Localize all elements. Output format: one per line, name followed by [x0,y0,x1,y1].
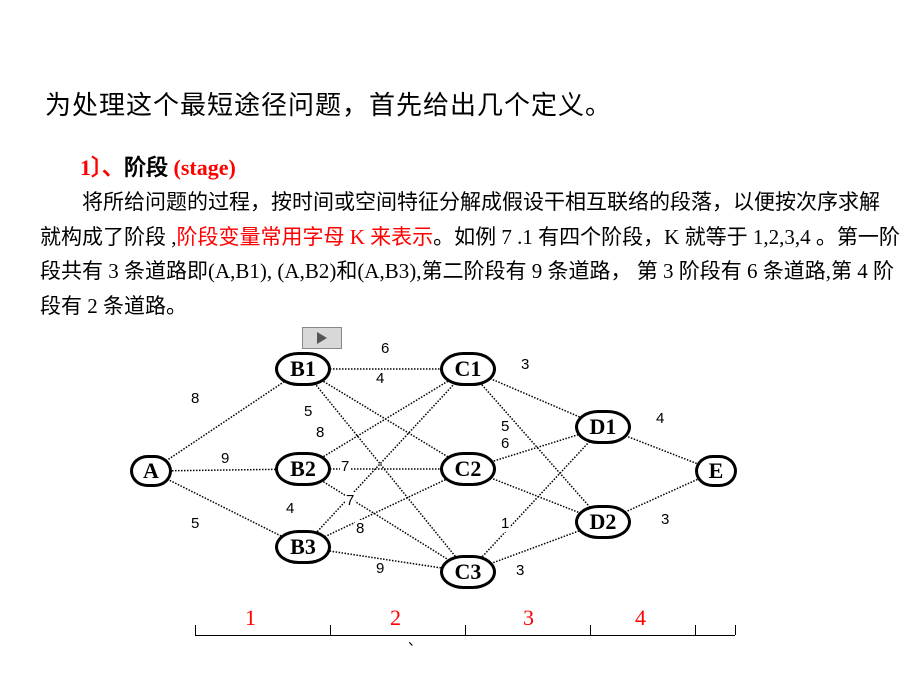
node-B1: B1 [275,352,331,386]
axis-line [590,635,695,636]
edge-weight: 9 [220,450,230,467]
node-C2: C2 [440,452,496,486]
axis-tick [590,625,591,635]
edge-weight: 5 [190,515,200,532]
node-D1: D1 [575,410,631,444]
body-red2: 来表示 [370,225,433,249]
edge-weight: 4 [655,410,665,427]
axis-line [695,635,735,636]
edge-weight: 3 [520,356,530,373]
edge-weight: 4 [375,370,385,387]
edge-weight: 4 [285,500,295,517]
edge-weight: 9 [375,560,385,577]
body-paragraph: 将所给问题的过程，按时间或空间特征分解成假设干相互联络的段落，以便按次序求解就构… [40,185,900,324]
axis-tick [330,625,331,635]
network-graph: AB1B2B3C1C2C3D1D2E8956458774893561343 [130,340,750,610]
section-header: 1〕、阶段 (stage) [80,150,236,182]
edge-weight: 3 [660,511,670,528]
edge-weight: 7 [340,458,350,475]
axis-line [330,635,465,636]
axis-tick [695,625,696,635]
edge-weight: 5 [500,418,510,435]
node-B2: B2 [275,452,331,486]
node-B3: B3 [275,530,331,564]
edge-weight: 6 [500,435,510,452]
axis-tick [735,625,736,635]
node-D2: D2 [575,505,631,539]
section-num: 1〕、 [80,155,124,180]
edge-weight: 8 [190,390,200,407]
stage-axis: 1234 [195,613,735,653]
body-red1: 阶段变量常用字母 [177,225,345,249]
edge-weight: 3 [515,562,525,579]
edge-weight: 5 [303,403,313,420]
section-label-en: (stage) [174,155,236,180]
axis-tick [465,625,466,635]
node-E: E [695,455,737,487]
axis-line [195,635,330,636]
edge-weight: 8 [355,520,365,537]
axis-tick [195,625,196,635]
edge [303,369,468,469]
edge-weight: 8 [315,424,325,441]
node-A: A [130,455,172,487]
body-k: K [345,225,371,249]
node-C1: C1 [440,352,496,386]
page-title: 为处理这个最短途径问题，首先给出几个定义。 [45,85,612,122]
axis-line [465,635,590,636]
edge-weight: 1 [500,515,510,532]
node-C3: C3 [440,555,496,589]
edge [303,469,468,547]
dot-decoration: 、 [408,630,422,650]
section-label-cn: 阶段 [124,155,168,180]
edge-weight: 6 [380,340,390,357]
edge-weight: 7 [345,492,355,509]
